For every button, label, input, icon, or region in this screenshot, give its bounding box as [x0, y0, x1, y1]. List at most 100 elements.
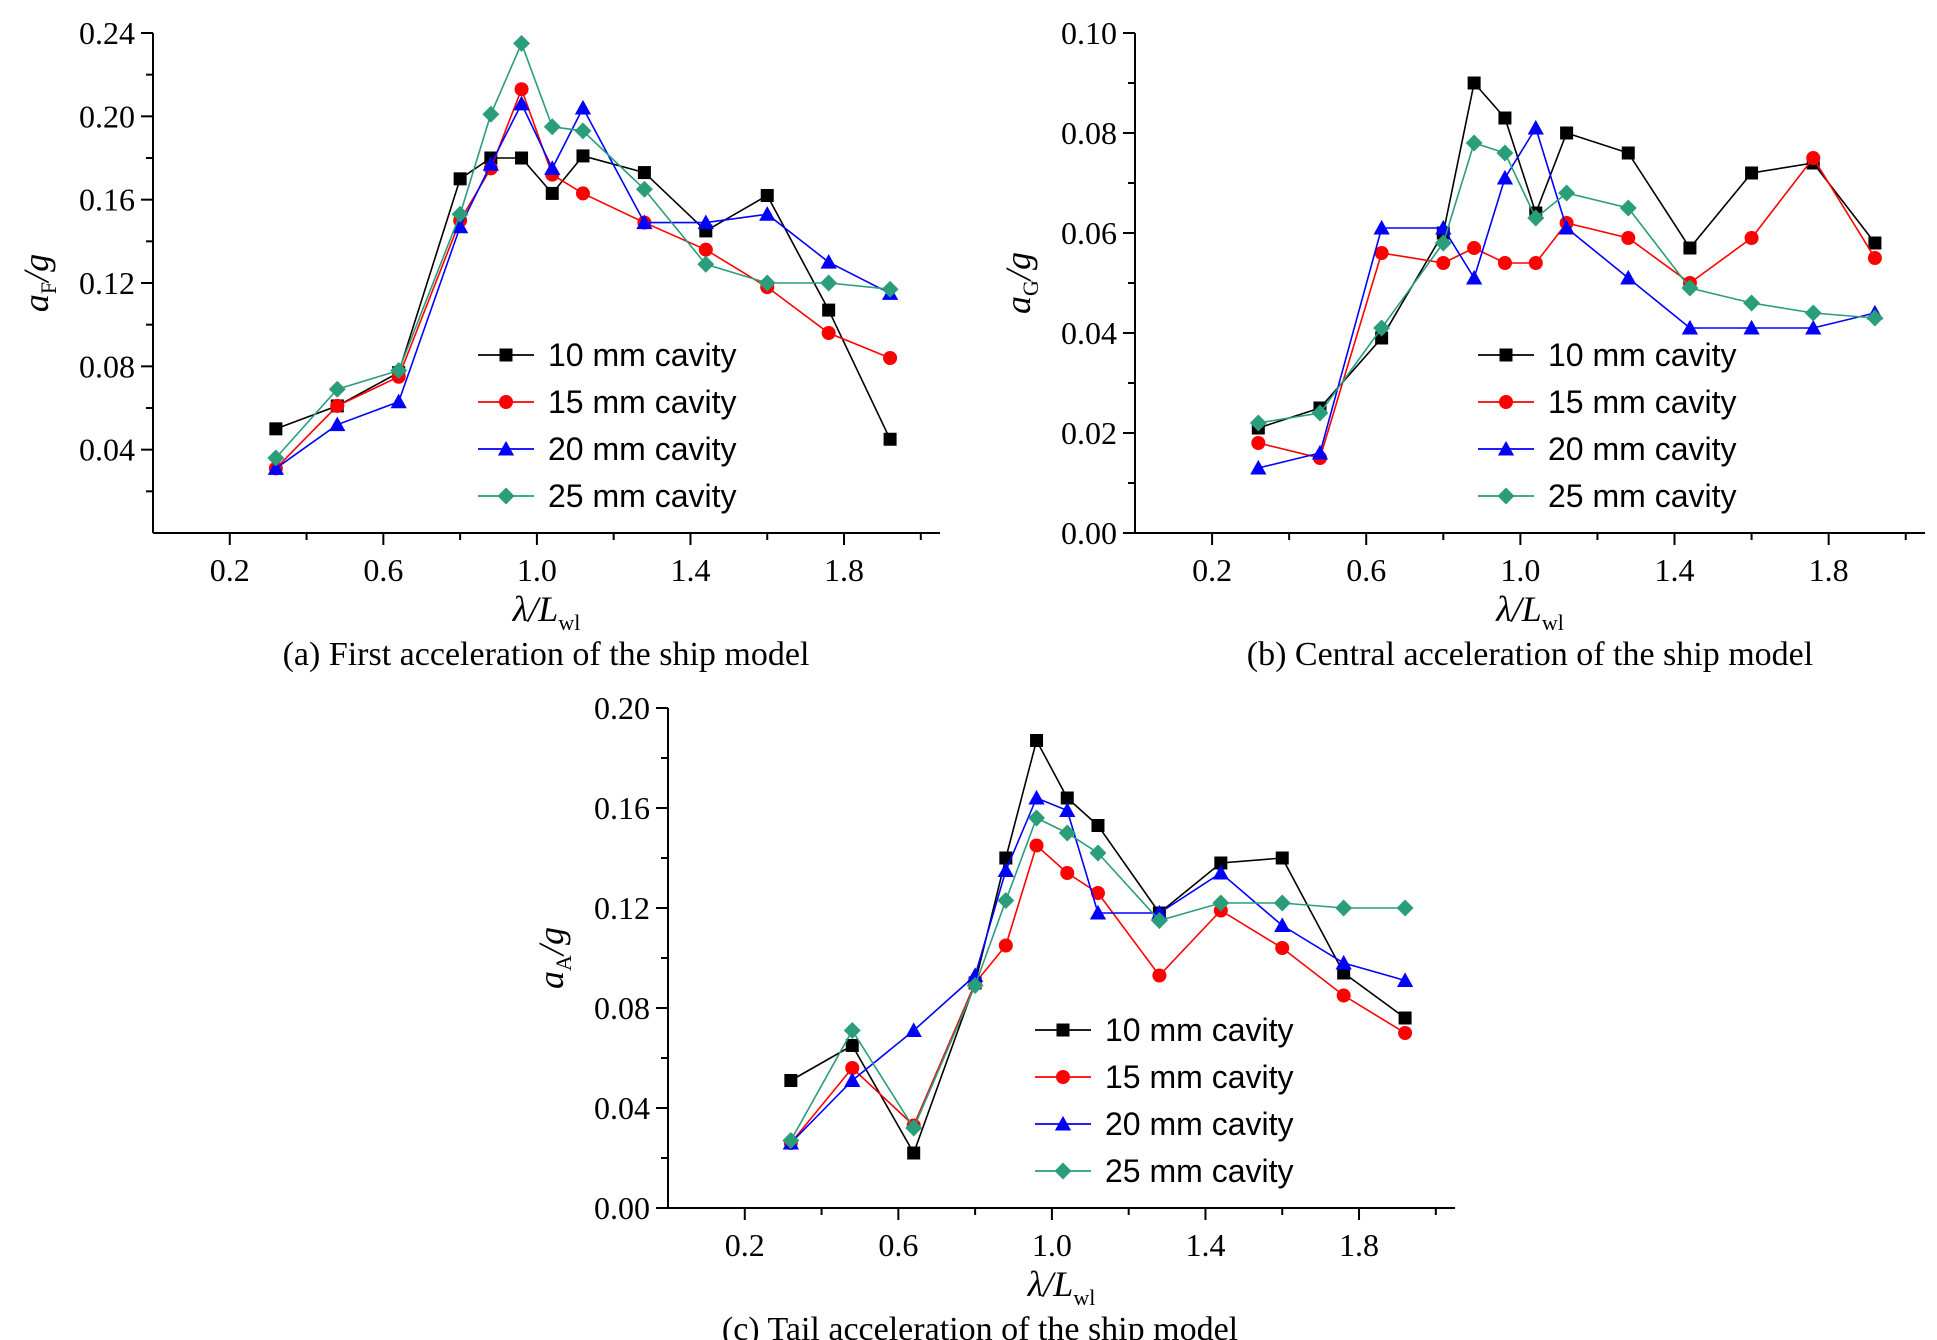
data-point	[1311, 404, 1329, 422]
panel-caption: (a) First acceleration of the ship model	[283, 636, 810, 673]
data-point	[482, 156, 499, 171]
chart-panel-b: 0.2 0.6 1.0 1.4 1.8 0.00 0.02 0.04 0.06 0.08 0.10 a…	[998, 15, 1925, 673]
data-point	[637, 166, 651, 180]
legend-marker	[499, 348, 513, 362]
data-point	[845, 1061, 860, 1075]
data-point	[821, 326, 836, 340]
series-3	[1250, 119, 1884, 475]
series-3	[782, 789, 1414, 1150]
data-point	[513, 34, 530, 52]
legend-marker	[497, 440, 515, 456]
data-point	[1681, 279, 1699, 297]
chart-panel-c: 0.2 0.6 1.0 1.4 1.8 0.00 0.04 0.08 0.12 0.16 0.20 a…	[531, 690, 1455, 1340]
data-point	[1150, 912, 1168, 929]
legend-label: 15 mm cavity	[548, 384, 736, 420]
data-point	[482, 105, 500, 123]
data-point	[1436, 256, 1451, 270]
legend-label: 15 mm cavity	[1105, 1059, 1293, 1095]
data-point	[1465, 134, 1483, 152]
data-point	[843, 1022, 861, 1039]
data-point	[1250, 459, 1267, 475]
data-point	[822, 303, 836, 317]
y-tick-label: 0.12	[79, 265, 135, 301]
data-point	[1029, 838, 1044, 853]
data-point	[1621, 146, 1635, 160]
y-tick-label: 0.00	[594, 1190, 650, 1226]
x-axis-title: λ/Lwl	[1495, 589, 1564, 635]
y-tick-label: 0.04	[79, 432, 135, 468]
data-point	[759, 206, 776, 221]
data-point	[1060, 791, 1074, 805]
data-point	[576, 149, 590, 163]
x-tick-label: 0.2	[210, 552, 250, 588]
chart-panel-a: 0.2 0.6 1.0 1.4 1.8 0.04 0.08 0.12 0.16 0.20 0.24 a…	[16, 15, 940, 673]
data-point	[1337, 966, 1351, 980]
y-tick-label: 0.12	[594, 890, 650, 926]
data-point	[329, 416, 346, 432]
data-point	[1558, 219, 1575, 235]
legend-marker	[1497, 440, 1515, 456]
data-point	[1527, 209, 1545, 227]
data-point	[269, 422, 283, 436]
data-point	[1396, 899, 1414, 917]
legend-label: 20 mm cavity	[548, 431, 736, 467]
data-point	[1681, 319, 1699, 335]
series-4	[782, 809, 1414, 1149]
data-point	[1028, 789, 1045, 805]
data-point	[1152, 968, 1167, 983]
data-point	[574, 122, 592, 140]
data-point	[1274, 917, 1291, 932]
data-point	[267, 460, 284, 475]
x-tick-label: 0.2	[725, 1227, 765, 1263]
data-point	[1558, 184, 1576, 202]
data-point	[1620, 269, 1637, 285]
data-point	[697, 214, 714, 230]
data-point	[782, 1132, 800, 1149]
x-tick-label: 1.8	[824, 552, 864, 588]
legend-label: 10 mm cavity	[548, 337, 736, 373]
data-point	[1866, 309, 1884, 327]
legend-marker	[1499, 395, 1513, 409]
data-point	[697, 255, 715, 273]
data-point	[574, 99, 592, 115]
data-point	[1335, 899, 1353, 917]
x-tick-label: 1.8	[1809, 552, 1849, 588]
data-point	[966, 977, 984, 994]
data-point	[1744, 231, 1759, 245]
legend: 10 mm cavity 15 mm cavity 20 mm cavity 25 m…	[1478, 337, 1736, 514]
y-axis-title: aF/g	[16, 254, 61, 312]
x-tick-label: 0.6	[363, 552, 403, 588]
data-point	[1311, 444, 1329, 460]
y-tick-label: 0.24	[79, 15, 135, 51]
data-point	[1214, 856, 1228, 870]
panel-caption: (b) Central acceleration of the ship mod…	[1247, 636, 1813, 673]
data-point	[1868, 236, 1882, 250]
legend-label: 20 mm cavity	[1548, 431, 1736, 467]
data-point	[1743, 294, 1761, 312]
data-point	[1398, 1026, 1413, 1040]
legend-label: 25 mm cavity	[548, 478, 736, 514]
data-point	[997, 892, 1015, 909]
data-point	[998, 938, 1013, 953]
data-point	[1745, 166, 1759, 180]
x-axis-title: λ/Lwl	[1027, 1264, 1096, 1310]
data-point	[1275, 851, 1289, 865]
legend-marker	[1499, 348, 1513, 362]
x-axis-title: λ/Lwl	[512, 589, 581, 635]
data-point	[1528, 256, 1543, 270]
data-point	[1683, 241, 1697, 255]
y-tick-label: 0.06	[1061, 215, 1117, 251]
series-1	[1251, 76, 1882, 435]
legend-marker	[1054, 1115, 1072, 1131]
data-point	[1498, 111, 1512, 125]
legend-label: 10 mm cavity	[1548, 337, 1736, 373]
series-4	[267, 34, 899, 467]
x-tick-label: 0.6	[1346, 552, 1386, 588]
data-point	[1373, 319, 1391, 337]
data-point	[883, 432, 897, 446]
legend-marker	[499, 395, 513, 409]
data-point	[698, 242, 713, 257]
y-axis-title: aG/g	[998, 252, 1043, 314]
data-point	[1619, 199, 1637, 217]
legend-label: 20 mm cavity	[1105, 1106, 1293, 1142]
